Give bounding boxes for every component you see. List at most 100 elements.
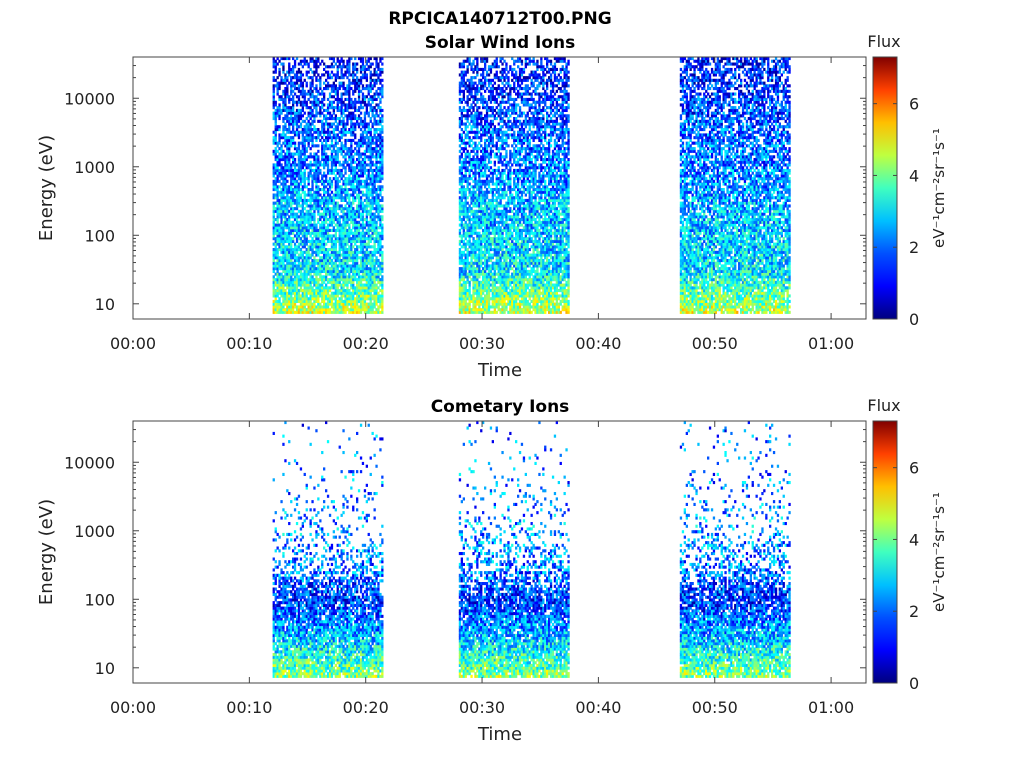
- spectrogram-cell: [474, 141, 477, 145]
- spectrogram-cell: [381, 166, 384, 170]
- spectrogram-cell: [326, 218, 330, 222]
- spectrogram-cell: [361, 267, 365, 271]
- spectrogram-cell: [276, 177, 279, 181]
- spectrogram-cell: [313, 212, 316, 216]
- spectrogram-cell: [272, 215, 275, 219]
- spectrogram-cell: [274, 283, 277, 287]
- spectrogram-cell: [336, 237, 339, 241]
- spectrogram-cell: [468, 275, 471, 279]
- spectrogram-cell: [301, 73, 304, 77]
- spectrogram-cell: [379, 231, 382, 235]
- spectrogram-cell: [357, 209, 361, 213]
- spectrogram-cell: [470, 267, 473, 271]
- spectrogram-cell: [315, 310, 318, 314]
- spectrogram-cell: [332, 228, 335, 232]
- spectrogram-cell: [460, 160, 463, 164]
- spectrogram-cell: [480, 149, 483, 153]
- spectrogram-cell: [468, 231, 471, 235]
- spectrogram-cell: [466, 308, 469, 312]
- spectrogram-cell: [371, 280, 374, 284]
- spectrogram-cell: [482, 81, 485, 85]
- spectrogram-cell: [348, 212, 351, 216]
- spectrogram-cell: [321, 231, 324, 235]
- spectrogram-cell: [361, 264, 365, 268]
- spectrogram-cell: [340, 163, 343, 167]
- spectrogram-cell: [315, 198, 318, 202]
- spectrogram-cell: [359, 76, 363, 80]
- spectrogram-cell: [340, 248, 343, 252]
- spectrogram-cell: [336, 226, 339, 230]
- spectrogram-cell: [342, 215, 345, 219]
- spectrogram-cell: [321, 228, 324, 232]
- spectrogram-cell: [371, 190, 374, 194]
- spectrogram-cell: [290, 204, 293, 208]
- spectrogram-cell: [286, 248, 289, 252]
- spectrogram-cell: [292, 220, 295, 224]
- spectrogram-cell: [338, 117, 341, 121]
- spectrogram-cell: [379, 138, 382, 142]
- spectrogram-cell: [332, 201, 335, 205]
- spectrogram-cell: [464, 256, 467, 260]
- spectrogram-cell: [272, 117, 275, 121]
- spectrogram-cell: [319, 283, 322, 287]
- spectrogram-cell: [313, 119, 316, 123]
- spectrogram-cell: [307, 280, 310, 284]
- spectrogram-cell: [336, 67, 339, 71]
- spectrogram-cell: [288, 62, 291, 66]
- spectrogram-cell: [474, 269, 477, 273]
- spectrogram-cell: [348, 267, 351, 271]
- spectrogram-cell: [330, 136, 334, 140]
- spectrogram-cell: [295, 81, 299, 85]
- spectrogram-cell: [307, 245, 310, 249]
- spectrogram-cell: [292, 278, 295, 282]
- spectrogram-cell: [373, 207, 376, 211]
- spectrogram-cell: [462, 267, 465, 271]
- spectrogram-cell: [367, 158, 370, 162]
- spectrogram-cell: [480, 160, 483, 164]
- spectrogram-cell: [282, 264, 285, 268]
- spectrogram-cell: [468, 264, 471, 268]
- spectrogram-cell: [313, 218, 316, 222]
- spectrogram-cell: [381, 226, 384, 230]
- spectrogram-cell: [373, 261, 376, 265]
- spectrogram-cell: [301, 147, 304, 151]
- spectrogram-cell: [354, 310, 357, 314]
- spectrogram-cell: [348, 182, 351, 186]
- spectrogram-cell: [321, 177, 324, 181]
- spectrogram-cell: [381, 234, 384, 238]
- spectrogram-cell: [315, 138, 318, 142]
- spectrogram-cell: [356, 302, 359, 306]
- spectrogram-cell: [365, 133, 368, 137]
- spectrogram-cell: [377, 73, 380, 77]
- spectrogram-cell: [328, 185, 332, 189]
- spectrogram-cell: [352, 275, 355, 279]
- spectrogram-cell: [282, 185, 285, 189]
- spectrogram-cell: [292, 231, 295, 235]
- spectrogram-cell: [321, 89, 324, 93]
- spectrogram-cell: [290, 308, 293, 312]
- spectrogram-cell: [274, 278, 277, 282]
- spectrogram-cell: [323, 209, 326, 213]
- spectrogram-cell: [348, 117, 351, 121]
- spectrogram-cell: [295, 119, 299, 123]
- spectrogram-cell: [336, 177, 339, 181]
- spectrogram-cell: [286, 188, 289, 192]
- spectrogram-cell: [292, 155, 295, 159]
- spectrogram-cell: [309, 190, 312, 194]
- spectrogram-cell: [474, 196, 477, 200]
- spectrogram-cell: [346, 269, 349, 273]
- spectrogram-cell: [365, 308, 368, 312]
- spectrogram-cell: [478, 310, 481, 314]
- spectrogram-cell: [377, 269, 380, 273]
- spectrogram-cell: [313, 193, 316, 197]
- spectrogram-cell: [282, 97, 285, 101]
- spectrogram-cell: [286, 245, 289, 249]
- spectrogram-cell: [472, 261, 475, 265]
- spectrogram-cell: [293, 188, 297, 192]
- spectrogram-cell: [375, 193, 378, 197]
- spectrogram-cell: [373, 228, 376, 232]
- spectrogram-cell: [303, 280, 306, 284]
- spectrogram-cell: [377, 149, 380, 153]
- spectrogram-cell: [375, 171, 378, 175]
- spectrogram-cell: [317, 204, 320, 208]
